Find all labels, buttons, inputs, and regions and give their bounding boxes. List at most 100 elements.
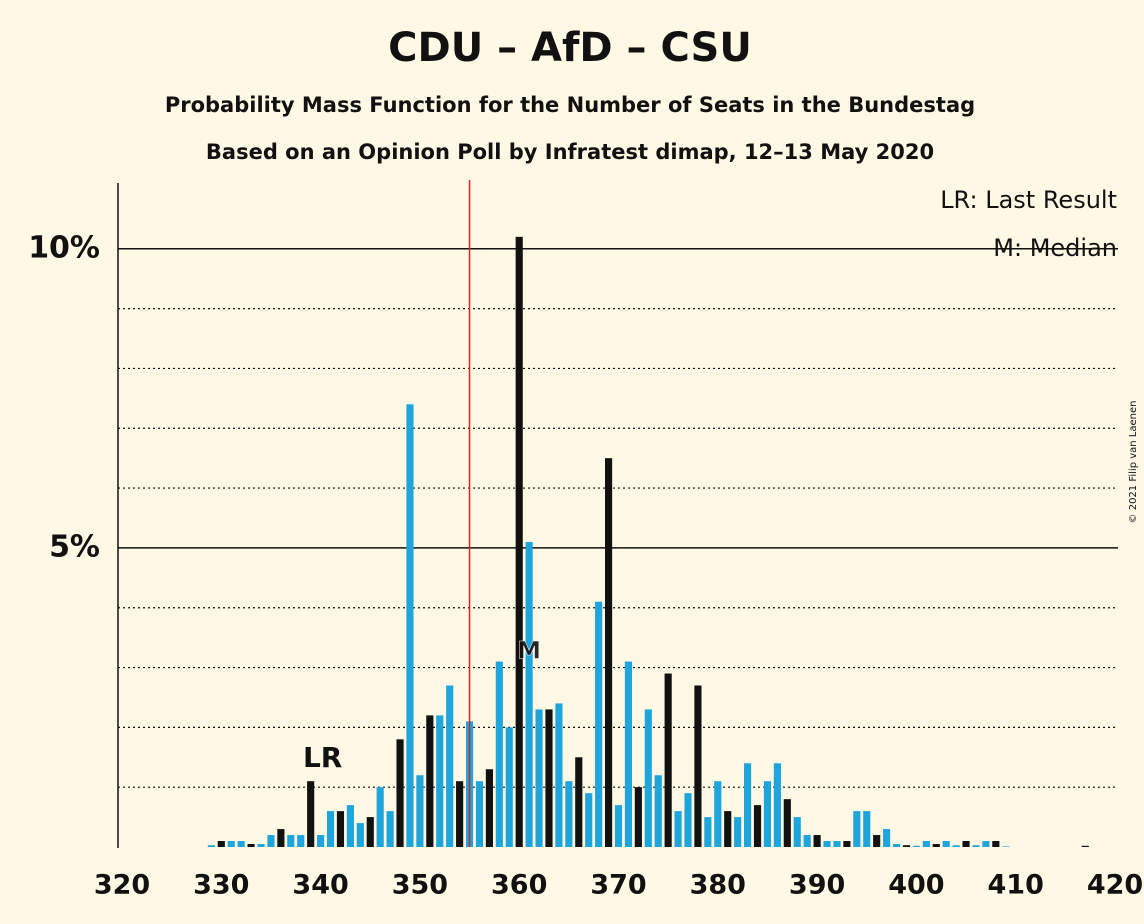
bar <box>793 817 801 847</box>
bar <box>942 841 950 847</box>
bar <box>207 845 215 847</box>
bar <box>972 845 980 847</box>
bar <box>674 811 682 847</box>
bar <box>734 817 742 847</box>
bar <box>525 541 533 847</box>
x-tick-label: 400 <box>888 870 944 901</box>
bar <box>406 404 414 847</box>
x-tick-label: 330 <box>193 870 249 901</box>
x-tick-label: 340 <box>292 870 348 901</box>
bar <box>555 703 563 847</box>
bar <box>535 709 543 847</box>
bar <box>654 775 662 847</box>
bar <box>485 769 493 847</box>
last-result-label: LR <box>303 741 342 774</box>
copyright: © 2021 Filip van Laenen <box>1128 401 1139 524</box>
bar <box>237 841 245 847</box>
bar <box>902 845 911 847</box>
bar <box>336 811 345 847</box>
bar <box>356 823 364 847</box>
bar <box>803 835 811 847</box>
bar <box>714 781 722 847</box>
bar <box>446 685 454 847</box>
chart-title: CDU – AfD – CSU <box>388 25 752 71</box>
bar <box>456 781 464 847</box>
bar <box>575 757 583 847</box>
bar <box>475 781 484 847</box>
bar <box>257 844 265 847</box>
bar <box>962 841 970 847</box>
bar <box>684 793 692 847</box>
bar <box>346 805 354 847</box>
bar <box>565 781 573 847</box>
chart-subtitle: Based on an Opinion Poll by Infratest di… <box>206 140 934 164</box>
bar <box>863 811 871 847</box>
bar <box>813 835 821 847</box>
bar <box>416 775 424 847</box>
bar <box>287 835 295 847</box>
bar <box>873 835 881 847</box>
bar <box>843 841 851 847</box>
bar <box>753 805 762 847</box>
bar <box>883 829 891 847</box>
bar <box>267 835 275 847</box>
bar <box>495 661 503 847</box>
bar <box>277 829 285 847</box>
y-tick-label: 5% <box>49 529 100 564</box>
bar <box>982 841 990 847</box>
bar <box>396 739 404 847</box>
bar <box>366 817 374 847</box>
bar <box>763 781 772 847</box>
bar <box>386 811 394 847</box>
bar <box>297 835 305 847</box>
bar <box>307 781 315 847</box>
legend-entry: LR: Last Result <box>940 186 1117 214</box>
bar <box>227 841 235 847</box>
bar <box>326 811 335 847</box>
y-tick-label: 10% <box>28 230 100 265</box>
bar <box>1002 846 1010 847</box>
x-tick-label: 370 <box>590 870 646 901</box>
bar <box>644 709 652 847</box>
x-tick-label: 380 <box>690 870 746 901</box>
bar <box>773 763 781 847</box>
bar <box>545 709 553 847</box>
bar <box>724 811 732 847</box>
x-tick-label: 410 <box>988 870 1044 901</box>
bar <box>624 661 633 847</box>
bar <box>823 841 831 847</box>
bar <box>515 236 523 848</box>
legend-entry: M: Median <box>993 234 1117 262</box>
bar <box>853 811 861 847</box>
bar <box>247 844 255 847</box>
x-tick-label: 350 <box>392 870 448 901</box>
bar <box>614 805 623 847</box>
bar <box>505 727 513 847</box>
bar <box>892 844 901 847</box>
bar <box>992 841 1000 847</box>
bar <box>317 835 325 847</box>
bar <box>744 763 752 847</box>
bar <box>833 841 841 847</box>
x-tick-label: 420 <box>1087 870 1143 901</box>
bar <box>1081 845 1089 847</box>
chart-subtitle: Probability Mass Function for the Number… <box>165 93 975 117</box>
median-label: M <box>517 637 541 665</box>
x-tick-label: 320 <box>94 870 150 901</box>
bar <box>932 844 940 847</box>
bar <box>694 685 702 847</box>
bar <box>664 673 672 847</box>
bar <box>585 793 593 847</box>
x-tick-label: 390 <box>789 870 845 901</box>
bar <box>922 841 930 847</box>
bar <box>952 845 960 847</box>
bar <box>436 715 444 847</box>
bar <box>595 601 603 847</box>
bar <box>426 715 434 847</box>
bar <box>604 458 613 847</box>
bar <box>634 787 642 847</box>
bar <box>376 787 384 847</box>
bar <box>783 799 791 847</box>
x-tick-label: 360 <box>491 870 547 901</box>
